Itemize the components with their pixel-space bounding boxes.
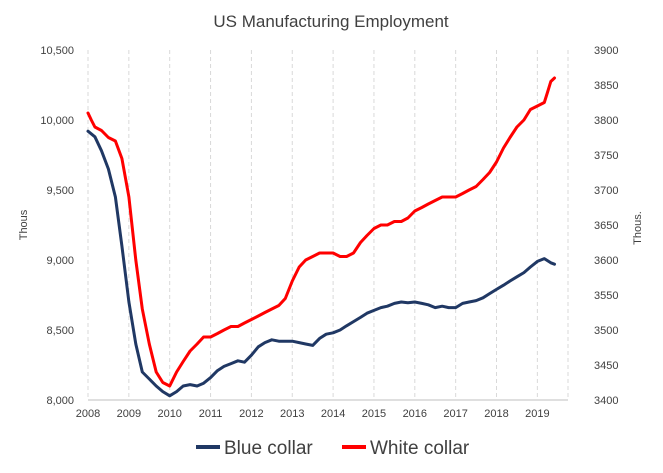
y-right-tick-3750: 3750: [594, 150, 618, 162]
y-right-tick-3800: 3800: [594, 115, 618, 127]
series-line-blue-collar: [86, 129, 556, 398]
y-right-tick-3650: 3650: [594, 220, 618, 232]
y-left-tick-10500: 10,500: [40, 45, 74, 57]
y-right-tick-3550: 3550: [594, 290, 618, 302]
y-left-tick-10000: 10,000: [40, 115, 74, 127]
right-y-tick-labels: 3400 3450 3500 3550 3600 3650 3700 3750 3800 3850…: [594, 45, 618, 407]
x-tick-2015: 2015: [362, 408, 386, 420]
gridlines: [87, 50, 569, 400]
x-tick-2019: 2019: [525, 408, 549, 420]
y-left-tick-8500: 8,500: [46, 325, 74, 337]
x-tick-2018: 2018: [484, 408, 508, 420]
y-left-tick-8000: 8,000: [46, 395, 74, 407]
y-left-tick-9500: 9,500: [46, 185, 74, 197]
y-right-tick-3600: 3600: [594, 255, 618, 267]
legend: Blue collar White collar: [196, 438, 470, 459]
y-right-tick-3450: 3450: [594, 360, 618, 372]
x-tick-2012: 2012: [239, 408, 263, 420]
legend-label-white-collar: White collar: [370, 438, 470, 459]
x-tick-labels: 2008 2009 2010 2011 2012 2013 2014 2015 2016 2017…: [76, 408, 550, 420]
y-right-tick-3700: 3700: [594, 185, 618, 197]
y-right-tick-3900: 3900: [594, 45, 618, 57]
x-tick-2016: 2016: [403, 408, 427, 420]
x-tick-2014: 2014: [321, 408, 345, 420]
legend-label-blue-collar: Blue collar: [224, 438, 313, 459]
chart-title: US Manufacturing Employment: [213, 12, 449, 31]
x-tick-2010: 2010: [157, 408, 181, 420]
series-line-white-collar: [86, 76, 556, 388]
x-tick-2011: 2011: [199, 408, 223, 420]
left-y-axis-label: Thous: [18, 209, 30, 240]
series-lines: [86, 76, 556, 398]
y-right-tick-3400: 3400: [594, 395, 618, 407]
y-right-tick-3500: 3500: [594, 325, 618, 337]
right-y-axis-label: Thous.: [632, 211, 644, 245]
y-left-tick-9000: 9,000: [46, 255, 74, 267]
left-y-tick-labels: 8,000 8,500 9,000 9,500 10,000 10,500: [40, 45, 74, 407]
x-tick-2013: 2013: [280, 408, 304, 420]
x-tick-2009: 2009: [117, 408, 141, 420]
x-tick-2017: 2017: [443, 408, 467, 420]
x-tick-2008: 2008: [76, 408, 100, 420]
y-right-tick-3850: 3850: [594, 80, 618, 92]
